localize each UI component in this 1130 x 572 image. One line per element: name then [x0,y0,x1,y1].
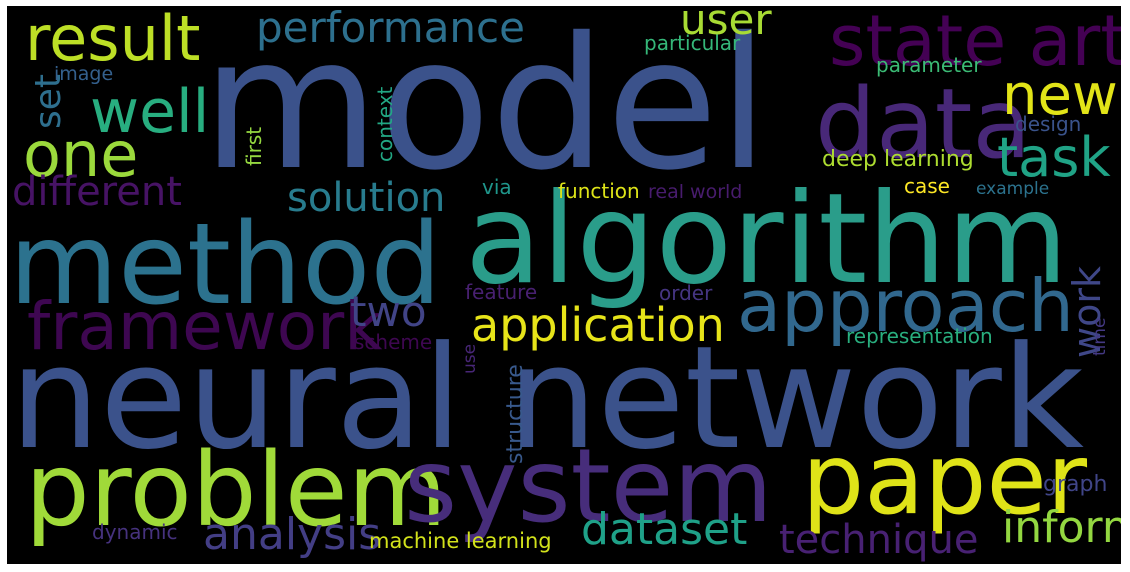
word-problem: problem [25,431,448,550]
word-graph: graph [1043,472,1108,497]
word-two: two [350,287,427,336]
word-task: task [997,126,1111,189]
word-time: time [1090,317,1110,356]
word-case: case [904,174,950,198]
word-structure: structure [503,364,528,464]
word-framework: framework [27,288,383,365]
word-data: data [815,68,1032,180]
word-result: result [25,6,201,75]
word-design: design [1015,112,1082,136]
word-deep-learning: deep learning [822,147,974,172]
word-scheme: scheme [354,330,433,354]
word-example: example [976,179,1050,199]
word-information: technique [779,517,979,563]
word-feature: feature [465,280,538,304]
word-one: one [23,118,139,191]
word-work: information [1002,502,1121,553]
word-representation: representation [846,324,993,348]
word-cloud: model neural network algorithm method pr… [7,6,1121,564]
word-algorithm: algorithm [465,167,1069,312]
word-application: application [471,298,725,352]
word-system: system [404,427,773,546]
word-approach: approach [737,264,1074,348]
word-performance: performance [256,6,525,52]
word-method: method [9,200,442,330]
word-machine-learning: machine learning [369,529,552,553]
word-technique: dataset [581,504,748,555]
word-model: model [202,6,769,210]
word-context: context [373,86,397,162]
word-solution: solution [287,175,446,221]
word-different: different [12,169,182,215]
word-user: user [680,6,772,44]
word-state-art: state art [829,6,1121,82]
word-well: well [90,77,210,147]
word-image: image [54,63,114,85]
word-particular: particular [644,31,741,55]
word-function: function [558,179,640,203]
word-use: use [460,343,480,374]
word-via: via [482,175,512,199]
word-paper: paper [802,423,1088,537]
word-real-world: real world [648,181,743,203]
word-dynamic: dynamic [92,520,178,544]
word-new: new [1002,63,1118,128]
word-dataset: analysis [203,509,382,560]
word-neural-network: neural network [10,316,1085,481]
word-order: order [659,281,713,305]
word-parameter: parameter [876,53,982,77]
word-first: first [242,126,266,166]
